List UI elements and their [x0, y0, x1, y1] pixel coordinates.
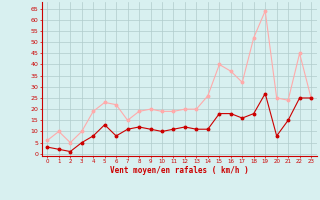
X-axis label: Vent moyen/en rafales ( km/h ): Vent moyen/en rafales ( km/h ) [110, 166, 249, 175]
